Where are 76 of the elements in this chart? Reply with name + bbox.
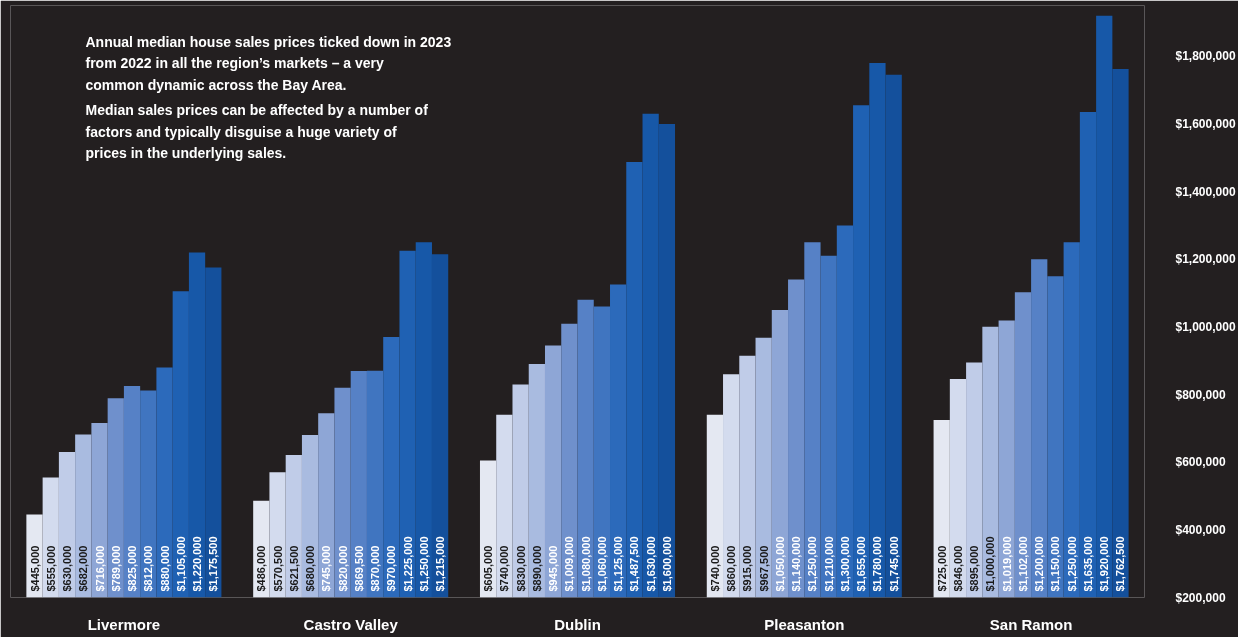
y-tick-label: $600,000 [1175, 455, 1226, 470]
data-label: $1,175,500 [207, 536, 220, 592]
y-tick-label: $1,200,000 [1175, 252, 1236, 267]
data-label: $445,000 [28, 545, 41, 592]
data-label: $860,000 [725, 545, 738, 592]
data-label: $570,500 [271, 545, 284, 592]
data-label: $1,060,000 [595, 536, 608, 592]
data-label: $486,000 [255, 545, 268, 592]
data-label: $895,000 [968, 545, 981, 592]
y-tick-label: $1,800,000 [1175, 49, 1236, 64]
y-tick-label: $1,600,000 [1175, 116, 1236, 131]
data-label: $1,780,000 [871, 536, 884, 592]
data-label: $745,000 [320, 545, 333, 592]
data-label: $880,000 [158, 545, 171, 592]
y-tick-label: $1,000,000 [1175, 319, 1236, 334]
data-label: $1,125,000 [612, 536, 625, 592]
data-label: $869,500 [352, 545, 365, 592]
data-label: $1,215,000 [434, 536, 447, 592]
data-label: $1,200,000 [1033, 536, 1046, 592]
data-label: $1,009,000 [563, 536, 576, 592]
data-label: $621,500 [287, 545, 300, 592]
data-label: $1,105,000 [174, 536, 187, 592]
data-label: $970,000 [385, 545, 398, 592]
data-label: $740,000 [498, 545, 511, 592]
y-tick-label: $400,000 [1175, 522, 1226, 537]
data-label: $1,080,000 [579, 536, 592, 592]
data-label: $1,019,000 [1000, 536, 1013, 592]
data-label: $830,000 [514, 545, 527, 592]
annotation: Median sales prices can be affected by a number of factors and typically disguise a huge variety of prices in the underlying sales. [85, 102, 429, 162]
data-label: $945,000 [547, 545, 560, 592]
data-label: $1,150,000 [1049, 536, 1062, 592]
x-tick-label: Dublin [554, 615, 601, 633]
y-tick-label: $800,000 [1175, 387, 1226, 402]
data-label: $1,487,500 [628, 536, 641, 592]
x-tick-label: Livermore [87, 615, 161, 633]
data-label: $812,000 [142, 545, 155, 592]
data-label: $1,630,000 [644, 536, 657, 592]
data-label: $1,140,000 [790, 536, 803, 592]
data-label: $1,250,000 [1065, 536, 1078, 592]
data-label: $740,000 [708, 545, 721, 592]
data-label: $846,000 [951, 545, 964, 592]
data-label: $1,000,000 [984, 536, 997, 592]
y-tick-label: $200,000 [1175, 590, 1226, 605]
data-label: $1,745,000 [887, 536, 900, 592]
data-label: $915,000 [741, 545, 754, 592]
data-label: $630,000 [61, 545, 74, 592]
data-label: $725,000 [935, 545, 948, 592]
y-tick-label: $1,400,000 [1175, 184, 1236, 199]
data-label: $1,220,000 [191, 536, 204, 592]
data-label: $890,000 [530, 545, 543, 592]
data-label: $870,000 [369, 545, 382, 592]
data-label: $1,250,000 [417, 536, 430, 592]
data-label: $789,000 [109, 545, 122, 592]
data-label: $1,102,000 [1016, 536, 1029, 592]
data-label: $1,050,000 [773, 536, 786, 592]
data-label: $682,000 [77, 545, 90, 592]
data-label: $1,210,000 [822, 536, 835, 592]
data-label: $605,000 [482, 545, 495, 592]
data-label: $1,920,000 [1098, 536, 1111, 592]
data-label: $555,000 [44, 545, 57, 592]
data-label: $1,300,000 [838, 536, 851, 592]
data-label: $680,000 [304, 545, 317, 592]
data-label: $967,500 [757, 545, 770, 592]
x-tick-label: Pleasanton [764, 615, 845, 633]
data-label: $820,000 [336, 545, 349, 592]
annotation: Annual median house sales prices ticked down in 2023 from 2022 in all the region’s markets – a very common dynamic across the Bay Area. [85, 33, 452, 93]
x-tick-label: Castro Valley [303, 615, 399, 633]
data-label: $1,225,000 [401, 536, 414, 592]
data-label: $1,762,500 [1114, 536, 1127, 592]
data-label: $1,600,000 [660, 536, 673, 592]
data-label: $716,000 [93, 545, 106, 592]
data-label: $825,000 [126, 545, 139, 592]
data-label: $1,635,000 [1081, 536, 1094, 592]
data-label: $1,250,000 [806, 536, 819, 592]
x-tick-label: San Ramon [989, 615, 1073, 633]
data-label: $1,655,000 [855, 536, 868, 592]
